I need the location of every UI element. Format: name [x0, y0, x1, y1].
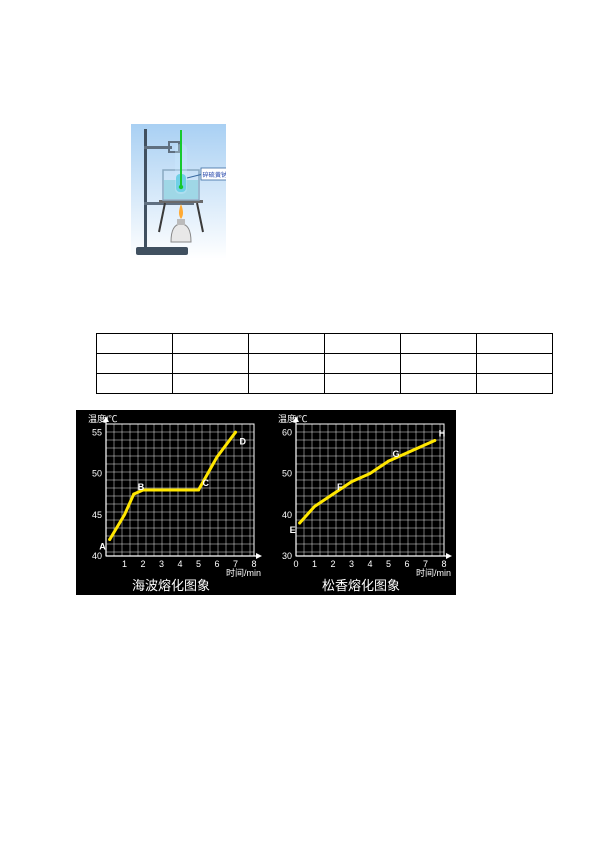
apparatus-figure: 碎硫黄钠 [131, 124, 226, 259]
table-cell [325, 354, 401, 374]
stand-base [136, 247, 188, 255]
svg-text:温度/℃: 温度/℃ [278, 413, 308, 424]
upper-clamp-arm [144, 146, 172, 149]
svg-text:C: C [203, 478, 210, 488]
table-cell [477, 374, 553, 394]
svg-text:D: D [240, 436, 247, 446]
svg-text:2: 2 [330, 559, 335, 569]
charts-panel: 4045505512345678温度/℃时间/minABCD 海波熔化图象 30… [76, 410, 456, 595]
svg-text:45: 45 [92, 510, 102, 520]
svg-text:55: 55 [92, 427, 102, 437]
svg-text:5: 5 [196, 559, 201, 569]
table-cell [249, 354, 325, 374]
table-cell [477, 334, 553, 354]
table-cell [401, 374, 477, 394]
thermometer [180, 130, 182, 186]
svg-text:1: 1 [312, 559, 317, 569]
svg-text:5: 5 [386, 559, 391, 569]
table-cell [477, 354, 553, 374]
table-cell [173, 374, 249, 394]
svg-text:50: 50 [282, 469, 292, 479]
svg-text:E: E [290, 525, 296, 535]
table-cell [249, 374, 325, 394]
svg-text:50: 50 [92, 469, 102, 479]
apparatus-svg: 碎硫黄钠 [131, 124, 226, 259]
table-row [97, 354, 553, 374]
table-cell [97, 334, 173, 354]
table-cell [173, 354, 249, 374]
left-chart: 4045505512345678温度/℃时间/minABCD 海波熔化图象 [76, 410, 266, 595]
table-cell [173, 334, 249, 354]
table-cell [325, 334, 401, 354]
svg-text:0: 0 [293, 559, 298, 569]
thermometer-bulb [179, 185, 183, 189]
right-chart-caption: 松香熔化图象 [266, 575, 456, 594]
svg-text:4: 4 [367, 559, 372, 569]
svg-text:A: A [99, 542, 106, 552]
svg-text:2: 2 [140, 559, 145, 569]
left-chart-svg: 4045505512345678温度/℃时间/minABCD [76, 410, 266, 578]
data-table [96, 333, 553, 394]
svg-text:B: B [138, 482, 145, 492]
table-cell [401, 354, 477, 374]
svg-text:4: 4 [177, 559, 182, 569]
svg-text:温度/℃: 温度/℃ [88, 413, 118, 424]
left-chart-caption: 海波熔化图象 [76, 575, 266, 594]
svg-text:F: F [337, 482, 343, 492]
burner-cap [177, 219, 185, 225]
svg-text:30: 30 [282, 551, 292, 561]
svg-text:3: 3 [159, 559, 164, 569]
right-chart: 30405060012345678温度/℃时间/minEFGH 松香熔化图象 [266, 410, 456, 595]
svg-text:H: H [439, 429, 446, 439]
table-row [97, 334, 553, 354]
table-cell [325, 374, 401, 394]
svg-text:60: 60 [282, 427, 292, 437]
svg-text:6: 6 [214, 559, 219, 569]
svg-text:6: 6 [404, 559, 409, 569]
table-cell [97, 374, 173, 394]
svg-text:40: 40 [282, 510, 292, 520]
table-cell [249, 334, 325, 354]
svg-text:G: G [393, 449, 400, 459]
table-cell [97, 354, 173, 374]
table-row [97, 374, 553, 394]
svg-text:3: 3 [349, 559, 354, 569]
svg-text:40: 40 [92, 551, 102, 561]
apparatus-label-text: 碎硫黄钠 [203, 171, 227, 179]
table-cell [401, 334, 477, 354]
right-chart-svg: 30405060012345678温度/℃时间/minEFGH [266, 410, 456, 578]
svg-text:1: 1 [122, 559, 127, 569]
